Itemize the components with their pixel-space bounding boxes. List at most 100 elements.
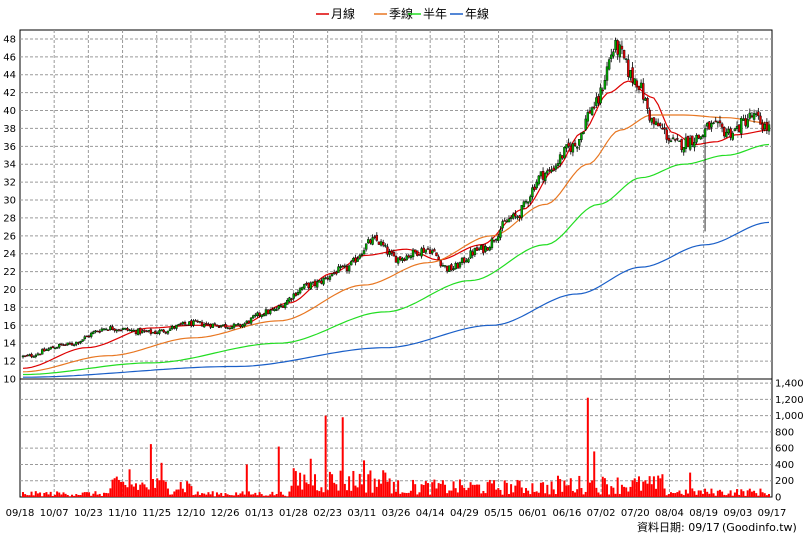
volume-bar: [371, 492, 374, 497]
volume-bar: [117, 479, 120, 497]
candle-body: [177, 324, 180, 326]
volume-bar: [642, 481, 645, 497]
volume-bar: [729, 490, 732, 497]
volume-bar: [552, 489, 555, 497]
volume-bar: [147, 489, 150, 497]
candle-body: [426, 248, 430, 250]
candle-body: [384, 245, 387, 247]
volume-bar: [629, 486, 632, 497]
candle-body: [665, 129, 668, 140]
data-date-label: 資料日期: 09/17: [637, 520, 720, 534]
candle-body: [258, 312, 261, 316]
price-y-tick-label: 16: [3, 321, 16, 332]
candle-body: [245, 320, 249, 323]
candle-body: [740, 118, 743, 134]
volume-bar: [697, 490, 700, 497]
candle-body: [371, 237, 374, 245]
candle-body: [703, 128, 707, 138]
volume-bar: [721, 491, 724, 497]
volume-bar: [314, 474, 317, 497]
volume-bar: [550, 481, 553, 497]
candle-body: [691, 135, 694, 145]
volume-bar: [333, 482, 336, 497]
candle-body: [448, 265, 451, 272]
candle-body: [55, 347, 59, 349]
volume-bar: [369, 470, 372, 497]
volume-bar: [100, 495, 103, 497]
volume-bar: [260, 494, 263, 497]
volume-bar: [198, 494, 201, 497]
candle-body: [320, 280, 323, 284]
candle-body: [622, 50, 626, 59]
candle-body: [145, 330, 148, 333]
volume-bar: [650, 484, 653, 497]
volume-y-tick-label: 0: [775, 493, 781, 504]
legend-label-year: 年線: [465, 6, 489, 21]
candle-body: [202, 324, 206, 328]
volume-bar: [452, 481, 455, 497]
volume-bar: [66, 494, 69, 497]
price-y-tick-label: 32: [3, 178, 16, 189]
volume-bar: [606, 484, 609, 497]
x-tick-label: 02/23: [313, 508, 342, 519]
candle-body: [477, 248, 481, 250]
volume-bar: [454, 488, 457, 497]
candle-body: [505, 220, 509, 223]
volume-bar: [736, 489, 739, 497]
candle-body: [196, 320, 199, 323]
volume-bar: [416, 494, 419, 497]
candle-body: [104, 328, 108, 331]
volume-bar: [237, 494, 240, 497]
volume-bar: [143, 484, 146, 497]
candle-body: [473, 248, 477, 256]
candle-body: [40, 349, 44, 355]
volume-bar: [586, 397, 589, 497]
candle-body: [379, 241, 383, 246]
candle-body: [710, 122, 713, 128]
volume-bar: [563, 480, 566, 497]
candle-body: [392, 252, 396, 257]
price-y-tick-label: 10: [3, 375, 16, 386]
volume-bar: [207, 492, 210, 497]
candle-body: [318, 280, 321, 283]
volume-bar: [531, 483, 534, 497]
candle-body: [546, 170, 549, 174]
volume-bar: [290, 485, 293, 497]
volume-bar: [497, 488, 500, 497]
volume-bar: [757, 495, 760, 497]
volume-bar: [94, 491, 97, 497]
candle-body: [260, 314, 263, 317]
candle-body: [465, 260, 468, 263]
candle-body: [567, 142, 570, 147]
candle-body: [507, 218, 511, 223]
candle-body: [119, 329, 123, 332]
volume-y-tick-label: 200: [775, 476, 794, 487]
candle-body: [744, 118, 747, 126]
candle-body: [350, 261, 353, 266]
volume-bar: [335, 484, 338, 497]
volume-bar: [350, 490, 353, 497]
volume-bar: [201, 493, 204, 497]
candle-body: [53, 347, 57, 350]
volume-bar: [105, 492, 108, 497]
candle-body: [661, 127, 664, 130]
x-tick-label: 10/07: [40, 508, 69, 519]
volume-bar: [360, 484, 363, 497]
candle-body: [354, 257, 357, 263]
candle-body: [616, 40, 619, 55]
candle-body: [627, 59, 630, 77]
volume-bar: [75, 494, 78, 497]
candle-body: [522, 201, 526, 208]
candle-body: [618, 44, 621, 58]
x-tick-label: 08/04: [655, 508, 684, 519]
volume-bar: [352, 470, 355, 497]
candle-body: [659, 123, 662, 127]
price-y-tick-label: 28: [3, 213, 16, 224]
volume-bar: [292, 468, 295, 497]
volume-bar: [674, 493, 677, 497]
x-tick-label: 03/11: [347, 508, 376, 519]
x-tick-label: 08/19: [689, 508, 718, 519]
volume-bar: [486, 482, 489, 497]
candle-body: [578, 138, 581, 146]
volume-y-tick-label: 1,400: [775, 379, 804, 390]
